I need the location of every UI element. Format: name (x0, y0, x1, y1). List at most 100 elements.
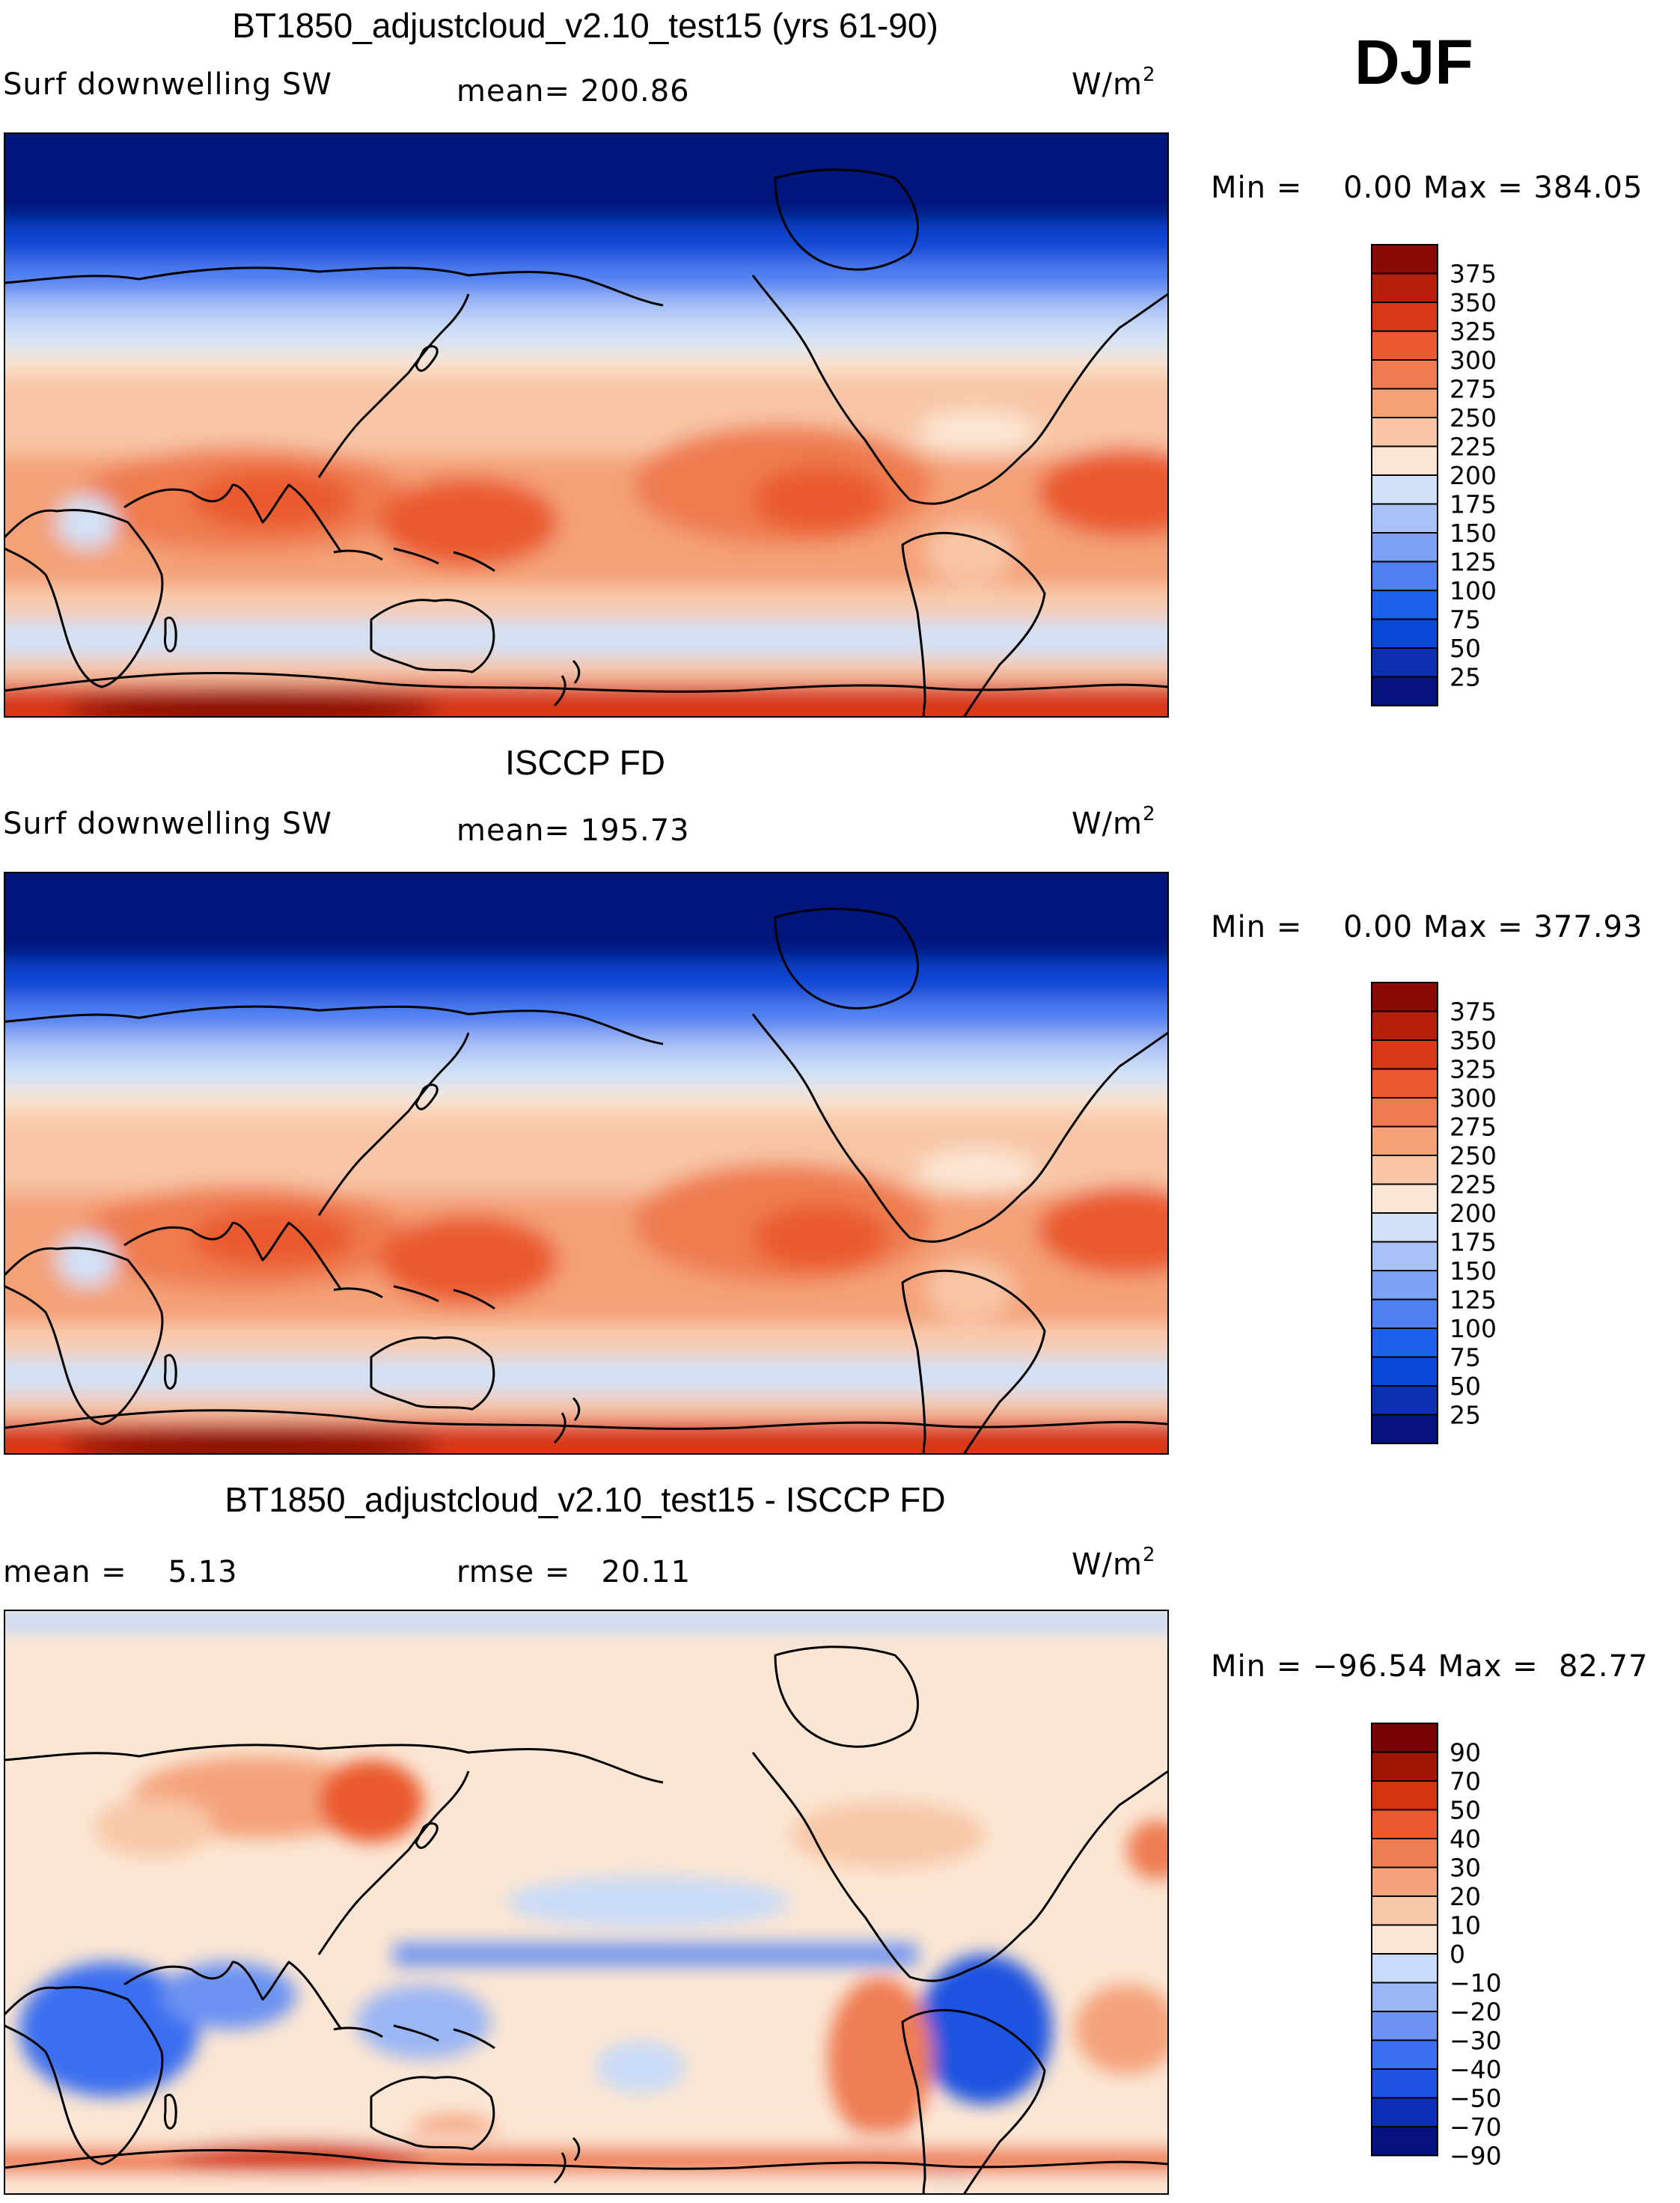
panel-1-colorbar-tick: 350 (1450, 288, 1497, 317)
panel-2-colorbar-tick: 300 (1450, 1084, 1497, 1113)
panel-2-colorbar-box (1371, 1385, 1438, 1416)
panel-2-colorbar-box (1371, 1039, 1438, 1070)
panel-2-colorbar-box (1371, 1356, 1438, 1387)
panel-1-colorbar-tick: 250 (1450, 403, 1497, 433)
panel-3-colorbar-tick: 0 (1450, 1940, 1465, 1969)
panel-2-colorbar-box (1371, 1212, 1438, 1243)
panel-2-colorbar-box (1371, 1270, 1438, 1301)
panel-1-colorbar-box (1371, 560, 1438, 591)
panel-1: BT1850_adjustcloud_v2.10_test15 (yrs 61-… (3, 6, 1643, 718)
panel-3-colorbar-tick: 30 (1450, 1854, 1481, 1883)
panel-3-units: W/m2 (1072, 1544, 1156, 1582)
panel-1-colorbar-box (1371, 272, 1438, 303)
panel-1-colorbar-box (1371, 590, 1438, 620)
panel-1-colorbar-tick: 225 (1450, 433, 1497, 462)
panel-3-colorbar-box (1371, 1866, 1438, 1897)
panel-3: BT1850_adjustcloud_v2.10_test15 - ISCCP … (3, 1480, 1649, 2195)
panel-3-colorbar-tick: 20 (1450, 1882, 1481, 1911)
panel-3-colorbar-tick: 70 (1450, 1767, 1481, 1796)
panel-1-colorbar-tick: 375 (1450, 260, 1497, 289)
panel-3-title: BT1850_adjustcloud_v2.10_test15 - ISCCP … (224, 1480, 945, 1519)
panel-2-colorbar-box (1371, 1068, 1438, 1099)
panel-2-colorbar-box (1371, 1414, 1438, 1444)
panel-2: ISCCP FD Surf downwelling SW mean= 195.7… (3, 743, 1642, 1455)
panel-3-colorbar-box (1371, 1838, 1438, 1869)
panel-2-colorbar-tick: 375 (1450, 997, 1497, 1027)
panel-2-colorbar-tick: 150 (1450, 1256, 1497, 1286)
panel-2-colorbar-box (1371, 1241, 1438, 1271)
panel-3-colorbar-tick: −90 (1450, 2142, 1502, 2171)
panel-2-colorbar-tick: 325 (1450, 1055, 1497, 1084)
panel-1-colorbar-tick: 200 (1450, 461, 1497, 490)
panel-2-colorbar-box (1371, 1298, 1438, 1329)
panel-3-min-max: Min = −96.54 Max = 82.77 (1211, 1649, 1649, 1684)
panel-2-colorbar-tick: 25 (1450, 1401, 1481, 1430)
panel-3-colorbar-tick: −30 (1450, 2026, 1502, 2056)
panel-3-map (4, 1610, 1169, 2195)
panel-3-colorbar-box (1371, 2126, 1438, 2157)
panel-1-colorbar-tick: 25 (1450, 663, 1481, 692)
panel-1-colorbar-box (1371, 330, 1438, 361)
panel-3-colorbar-box (1371, 1809, 1438, 1839)
panel-2-colorbar-tick: 350 (1450, 1026, 1497, 1055)
panel-3-colorbar-tick: −50 (1450, 2084, 1502, 2113)
panel-3-colorbar-box (1371, 1751, 1438, 1782)
panel-2-colorbar-tick: 175 (1450, 1228, 1497, 1257)
panel-3-colorbar-box (1371, 1723, 1438, 1753)
panel-3-colorbar-box (1371, 2068, 1438, 2099)
panel-1-title: BT1850_adjustcloud_v2.10_test15 (yrs 61-… (232, 6, 938, 45)
panel-2-colorbar-tick: 275 (1450, 1113, 1497, 1142)
panel-1-colorbar-box (1371, 676, 1438, 706)
panel-1-colorbar-tick: 175 (1450, 490, 1497, 519)
panel-2-mean-label: mean= 195.73 (456, 813, 690, 848)
panel-3-colorbar-tick: 50 (1450, 1796, 1481, 1825)
panel-3-colorbar-tick: −20 (1450, 1997, 1502, 2026)
panel-2-title: ISCCP FD (505, 743, 665, 782)
panel-2-colorbar-tick: 250 (1450, 1141, 1497, 1170)
panel-1-colorbar-tick: 325 (1450, 317, 1497, 346)
panel-1-colorbar-tick: 75 (1450, 605, 1481, 635)
panel-3-colorbar-box (1371, 1780, 1438, 1811)
panel-3-colorbar-tick: −10 (1450, 1969, 1502, 1998)
panel-2-colorbar-box (1371, 1125, 1438, 1156)
panel-1-colorbar-box (1371, 302, 1438, 332)
panel-2-colorbar-box (1371, 1155, 1438, 1185)
panel-1-colorbar-box (1371, 503, 1438, 534)
panel-2-colorbar-tick: 125 (1450, 1286, 1497, 1315)
panel-2-map (4, 872, 1169, 1455)
panel-1-colorbar-box (1371, 647, 1438, 678)
panel-3-colorbar-box (1371, 1895, 1438, 1926)
panel-2-colorbar-tick: 200 (1450, 1199, 1497, 1228)
panel-1-colorbar-tick: 50 (1450, 634, 1481, 663)
panel-3-colorbar-tick: 90 (1450, 1738, 1481, 1767)
panel-2-colorbar: 3753503253002752502252001751501251007550… (1371, 982, 1497, 1444)
panel-1-colorbar-tick: 275 (1450, 375, 1497, 404)
panel-1-colorbar-box (1371, 445, 1438, 476)
panel-1-colorbar-box (1371, 474, 1438, 505)
panel-3-colorbar-box (1371, 1953, 1438, 1984)
panel-1-colorbar-tick: 150 (1450, 519, 1497, 548)
panel-2-variable-label: Surf downwelling SW (3, 807, 332, 841)
panel-3-mean-label: mean = 5.13 (3, 1555, 238, 1589)
panel-3-colorbar-box (1371, 2097, 1438, 2127)
panel-1-colorbar-box (1371, 359, 1438, 390)
panel-3-colorbar-box (1371, 1982, 1438, 2012)
panel-2-colorbar-tick: 50 (1450, 1372, 1481, 1401)
panel-1-colorbar-box (1371, 388, 1438, 418)
panel-1-units: W/m2 (1072, 64, 1156, 102)
panel-3-rmse-label: rmse = 20.11 (456, 1555, 691, 1589)
panel-3-colorbar-tick: 40 (1450, 1824, 1481, 1854)
panel-2-colorbar-tick: 100 (1450, 1314, 1497, 1343)
panel-1-colorbar-tick: 300 (1450, 346, 1497, 375)
panel-3-colorbar-tick: −70 (1450, 2112, 1502, 2142)
panel-1-map (4, 132, 1169, 718)
panel-3-colorbar-box (1371, 2011, 1438, 2041)
panel-1-colorbar-box (1371, 532, 1438, 563)
panel-1-colorbar-tick: 125 (1450, 548, 1497, 577)
panel-2-colorbar-box (1371, 1097, 1438, 1128)
panel-2-colorbar-tick: 75 (1450, 1343, 1481, 1372)
panel-1-colorbar-box (1371, 244, 1438, 275)
panel-2-units: W/m2 (1072, 803, 1156, 841)
panel-1-min-max: Min = 0.00 Max = 384.05 (1211, 171, 1643, 205)
